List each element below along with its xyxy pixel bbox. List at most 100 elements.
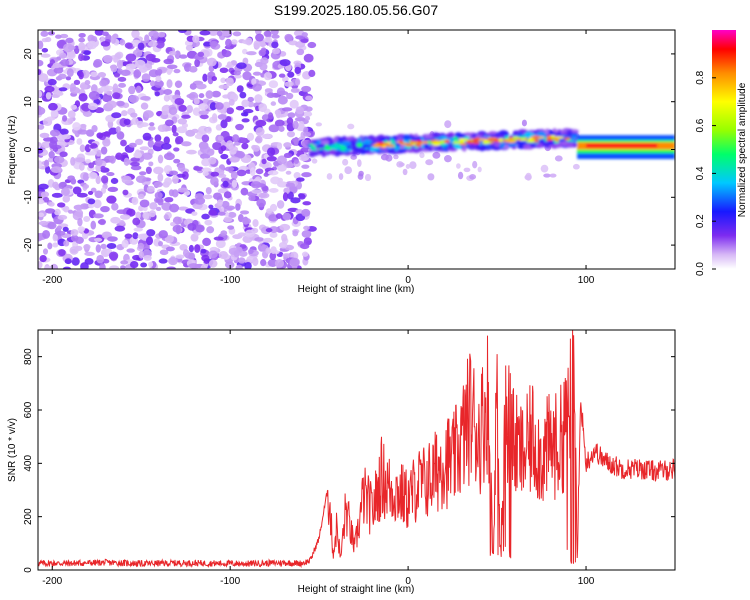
colorbar-tick-label: 0.6	[695, 118, 706, 132]
heatmap-cell	[158, 230, 169, 239]
heatmap-cell	[155, 206, 162, 211]
heatmap-cell	[42, 196, 50, 203]
heatmap-cell	[78, 71, 84, 80]
heatmap-cell	[466, 141, 475, 144]
heatmap-cell	[90, 187, 97, 193]
top-ytick-label: 0	[23, 146, 34, 152]
heatmap-cell	[236, 62, 247, 69]
heatmap-cell	[149, 202, 158, 210]
heatmap-cell	[219, 67, 229, 73]
heatmap-cell	[230, 171, 238, 180]
heatmap-cell	[422, 141, 429, 144]
heatmap-cell	[142, 132, 152, 141]
heatmap-cell	[347, 123, 355, 130]
heatmap-cell	[255, 168, 264, 175]
heatmap-cell	[78, 37, 86, 43]
heatmap-cell	[301, 208, 311, 217]
bottom-y-axis: 0 200 400 600 800	[23, 348, 675, 573]
heatmap-cell	[45, 91, 52, 100]
heatmap-cell	[418, 140, 423, 144]
heatmap-cell	[398, 162, 405, 167]
heatmap-cell	[258, 103, 268, 113]
heatmap-cell	[59, 128, 69, 135]
heatmap-cell	[472, 141, 481, 145]
heatmap-cell	[92, 60, 101, 68]
heatmap-cell	[438, 140, 446, 143]
heatmap-cell	[242, 57, 249, 65]
heatmap-cell	[173, 158, 181, 164]
heatmap-cell	[157, 68, 163, 75]
heatmap-cell	[140, 262, 148, 268]
heatmap-cell	[51, 192, 63, 198]
heatmap-cell	[295, 41, 306, 48]
heatmap-cell	[176, 173, 186, 178]
heatmap-cell	[427, 173, 435, 181]
heatmap-cell	[261, 133, 273, 139]
bottom-x-axis-label: Height of straight line (km)	[298, 584, 415, 595]
heatmap-cell	[163, 214, 169, 220]
heatmap-cell	[157, 31, 166, 38]
heatmap-cell	[433, 141, 441, 145]
heatmap-cell	[294, 66, 302, 75]
heatmap-cell	[47, 78, 57, 86]
snr-frame	[37, 329, 676, 571]
heatmap-cell	[265, 247, 271, 254]
heatmap-cell	[99, 79, 108, 87]
heatmap-cell	[149, 122, 155, 127]
heatmap-cell	[269, 252, 277, 261]
heatmap-cell	[178, 104, 187, 112]
heatmap-cell	[464, 132, 471, 136]
heatmap-cell	[172, 132, 179, 137]
heatmap-cell	[510, 136, 520, 139]
heatmap-cell	[211, 76, 217, 82]
heatmap-cell	[308, 151, 316, 158]
heatmap-cell	[208, 209, 218, 216]
heatmap-cell	[38, 212, 45, 218]
heatmap-cell	[295, 35, 306, 40]
heatmap-cell	[143, 110, 154, 118]
colorbar-label: Normalized spectral amplitude	[737, 82, 748, 217]
heatmap-cell	[108, 127, 119, 135]
heatmap-cell	[237, 232, 247, 237]
heatmap-cell	[200, 248, 207, 254]
heatmap-cell	[168, 189, 175, 197]
heatmap-cell	[295, 106, 305, 115]
heatmap-cell	[59, 52, 67, 59]
heatmap-cell	[56, 91, 64, 96]
heatmap-cell	[84, 251, 95, 256]
heatmap-cell	[405, 164, 411, 170]
heatmap-cell	[362, 143, 371, 148]
heatmap-cell	[523, 132, 534, 138]
heatmap-cell	[143, 254, 152, 261]
heatmap-cell	[335, 151, 340, 155]
heatmap-cell	[188, 66, 198, 73]
heatmap-cell	[231, 179, 238, 189]
heatmap-cell	[84, 79, 91, 85]
heatmap-cell	[119, 39, 126, 46]
bottom-xtick-label: -200	[42, 576, 62, 587]
bottom-ytick-label: 200	[23, 508, 34, 525]
heatmap-cell	[82, 172, 89, 182]
heatmap-cell	[39, 132, 50, 139]
heatmap-cell	[58, 87, 68, 92]
heatmap-cell	[142, 152, 153, 160]
heatmap-cell	[201, 167, 212, 172]
heatmap-cell	[308, 69, 316, 78]
heatmap-cell	[548, 130, 553, 134]
heatmap-cell	[499, 143, 506, 148]
heatmap-cell	[40, 53, 51, 58]
heatmap-cell	[157, 124, 167, 132]
heatmap-cell	[220, 230, 228, 236]
heatmap-cell	[94, 190, 103, 199]
heatmap-cell	[46, 116, 56, 121]
heatmap-cell	[525, 172, 532, 181]
heatmap-cell	[128, 94, 139, 104]
heatmap-cell	[50, 166, 62, 173]
heatmap-cell	[100, 165, 106, 171]
heatmap-cell	[187, 222, 197, 231]
heatmap-cell	[339, 145, 347, 152]
heatmap-cell	[90, 142, 98, 149]
heatmap-cell	[241, 118, 250, 123]
heatmap-cell	[194, 58, 201, 68]
heatmap-cell	[285, 170, 292, 175]
